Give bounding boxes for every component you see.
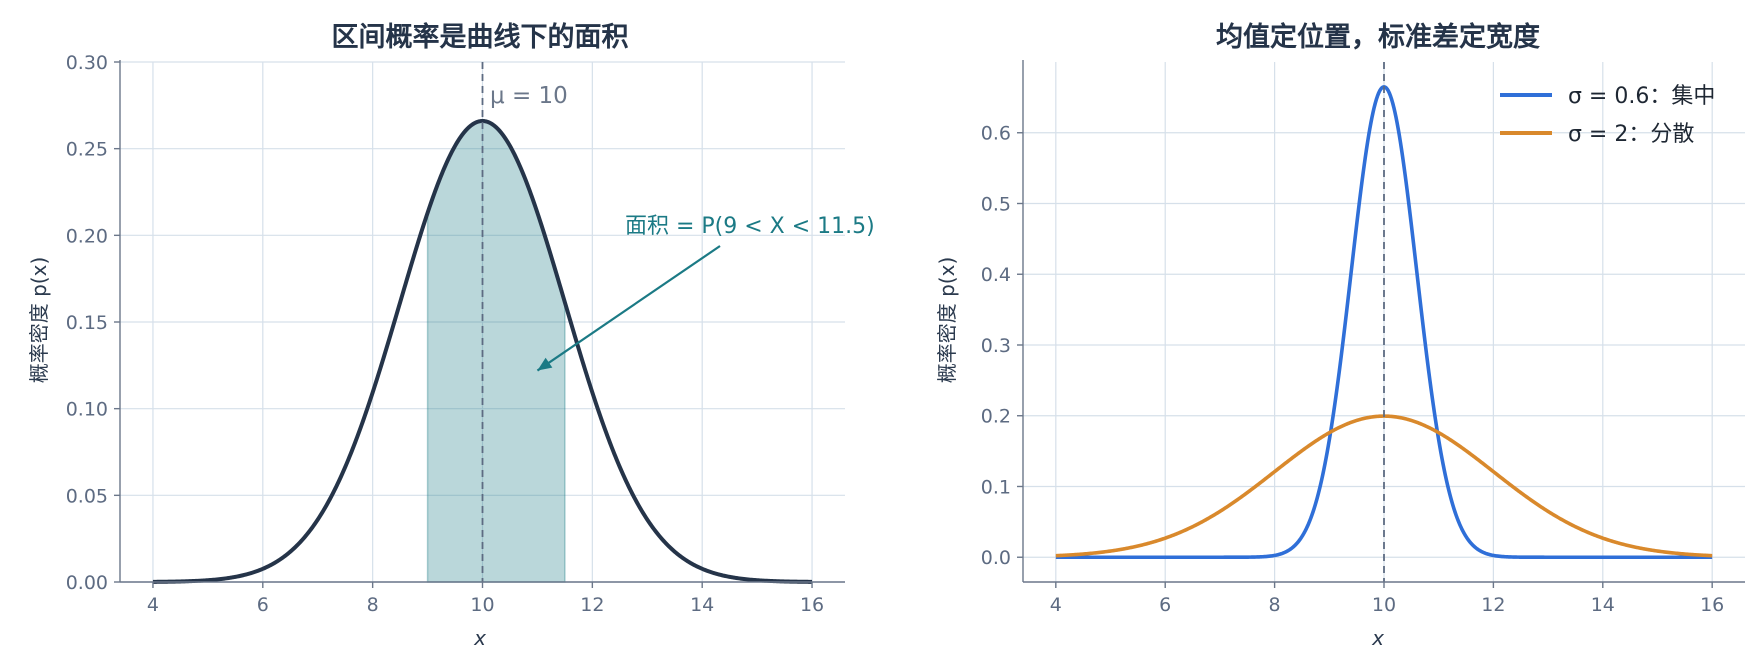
x-tick-label: 16: [1700, 594, 1724, 616]
x-axis-label: x: [1371, 626, 1384, 650]
x-tick-label: 16: [800, 594, 824, 616]
chart-title: 区间概率是曲线下的面积: [332, 21, 629, 53]
chart-right: 均值定位置，标准差定宽度 4 6 8 10 12 14 16 0.0 0.1 0.2 0.3 0.4…: [935, 21, 1745, 650]
x-tick-label: 12: [580, 594, 604, 616]
y-tick-label: 0.05: [66, 485, 108, 507]
x-tick-label: 12: [1481, 594, 1505, 616]
y-tick-label: 0.25: [66, 139, 108, 161]
y-tick-label: 0.10: [66, 399, 108, 421]
y-tick-label: 0.3: [981, 335, 1011, 357]
x-tick-label: 8: [367, 594, 379, 616]
y-tick-label: 0.00: [66, 572, 108, 594]
legend: σ = 0.6：集中 σ = 2：分散: [1500, 84, 1715, 147]
x-tick-label: 6: [1159, 594, 1171, 616]
x-tick-label: 14: [690, 594, 714, 616]
mean-label: μ = 10: [490, 83, 568, 109]
x-tick-label: 4: [1050, 594, 1062, 616]
x-tick-label: 6: [257, 594, 269, 616]
shaded-area: [426, 120, 566, 583]
annotation-arrow: [536, 245, 721, 372]
series-line-0: [152, 119, 813, 584]
chart-title: 均值定位置，标准差定宽度: [1216, 21, 1540, 53]
y-tick-label: 0.6: [981, 123, 1011, 145]
chart-left: 区间概率是曲线下的面积 4 6 8 10 12 14 16 0.00 0.05 0.10 0.15…: [27, 21, 875, 650]
area-annotation: 面积 = P(9 < X < 11.5): [625, 214, 875, 239]
y-tick-label: 0.5: [981, 193, 1011, 215]
x-tick-label: 4: [147, 594, 159, 616]
legend-entry: σ = 2：分散: [1568, 122, 1694, 147]
x-tick-label: 8: [1269, 594, 1281, 616]
y-axis-label: 概率密度 p(x): [27, 257, 51, 384]
y-tick-label: 0.30: [66, 52, 108, 74]
y-tick-label: 0.1: [981, 476, 1011, 498]
y-tick-label: 0.0: [981, 547, 1011, 569]
x-tick-label: 14: [1591, 594, 1615, 616]
y-tick-label: 0.2: [981, 406, 1011, 428]
annotation-arrowhead: [537, 357, 553, 371]
x-axis-label: x: [473, 626, 486, 650]
y-tick-label: 0.20: [66, 225, 108, 247]
legend-entry: σ = 0.6：集中: [1568, 84, 1715, 109]
x-tick-label: 10: [1372, 594, 1396, 616]
y-axis-label: 概率密度 p(x): [935, 257, 959, 384]
x-tick-label: 10: [470, 594, 494, 616]
y-tick-label: 0.15: [66, 312, 108, 334]
y-tick-label: 0.4: [981, 264, 1011, 286]
